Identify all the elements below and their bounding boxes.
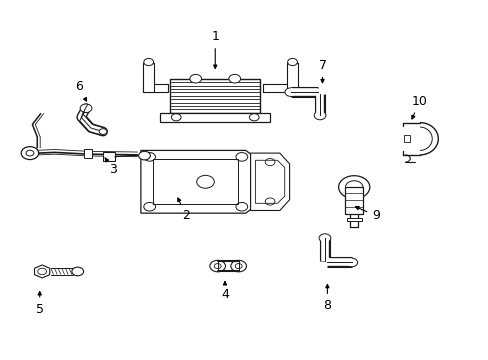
Circle shape: [143, 58, 153, 66]
Text: 7: 7: [318, 59, 326, 83]
Text: 10: 10: [411, 95, 427, 119]
Circle shape: [26, 150, 34, 156]
Bar: [143, 84, 167, 92]
Circle shape: [196, 175, 214, 188]
Text: 3: 3: [105, 158, 117, 176]
Polygon shape: [250, 153, 289, 211]
Circle shape: [345, 258, 357, 267]
Text: 2: 2: [177, 198, 189, 222]
Bar: [170, 79, 260, 113]
Circle shape: [287, 58, 297, 66]
Circle shape: [228, 75, 240, 83]
Circle shape: [209, 260, 225, 272]
Polygon shape: [141, 150, 250, 213]
Text: 5: 5: [36, 292, 43, 316]
Circle shape: [285, 88, 296, 96]
Text: 4: 4: [221, 282, 228, 301]
Circle shape: [72, 267, 83, 276]
Circle shape: [338, 176, 369, 199]
Bar: [316, 89, 324, 95]
Bar: [153, 159, 238, 204]
Text: 8: 8: [323, 284, 331, 312]
Bar: [143, 63, 154, 92]
Circle shape: [99, 129, 107, 134]
Text: 1: 1: [211, 30, 219, 68]
Circle shape: [319, 234, 330, 242]
Text: 9: 9: [355, 207, 379, 222]
Text: 6: 6: [75, 80, 86, 101]
Circle shape: [189, 75, 201, 83]
Bar: [262, 84, 297, 92]
Bar: [345, 187, 362, 214]
Bar: [103, 152, 115, 161]
Bar: [403, 135, 409, 142]
Bar: [346, 219, 361, 221]
Circle shape: [139, 151, 150, 160]
Circle shape: [230, 260, 246, 272]
Polygon shape: [35, 265, 50, 278]
Bar: [160, 113, 269, 122]
Bar: [325, 258, 330, 262]
Bar: [286, 63, 297, 92]
Circle shape: [21, 147, 39, 159]
Circle shape: [80, 104, 92, 113]
Circle shape: [314, 111, 325, 120]
Bar: [83, 149, 92, 158]
